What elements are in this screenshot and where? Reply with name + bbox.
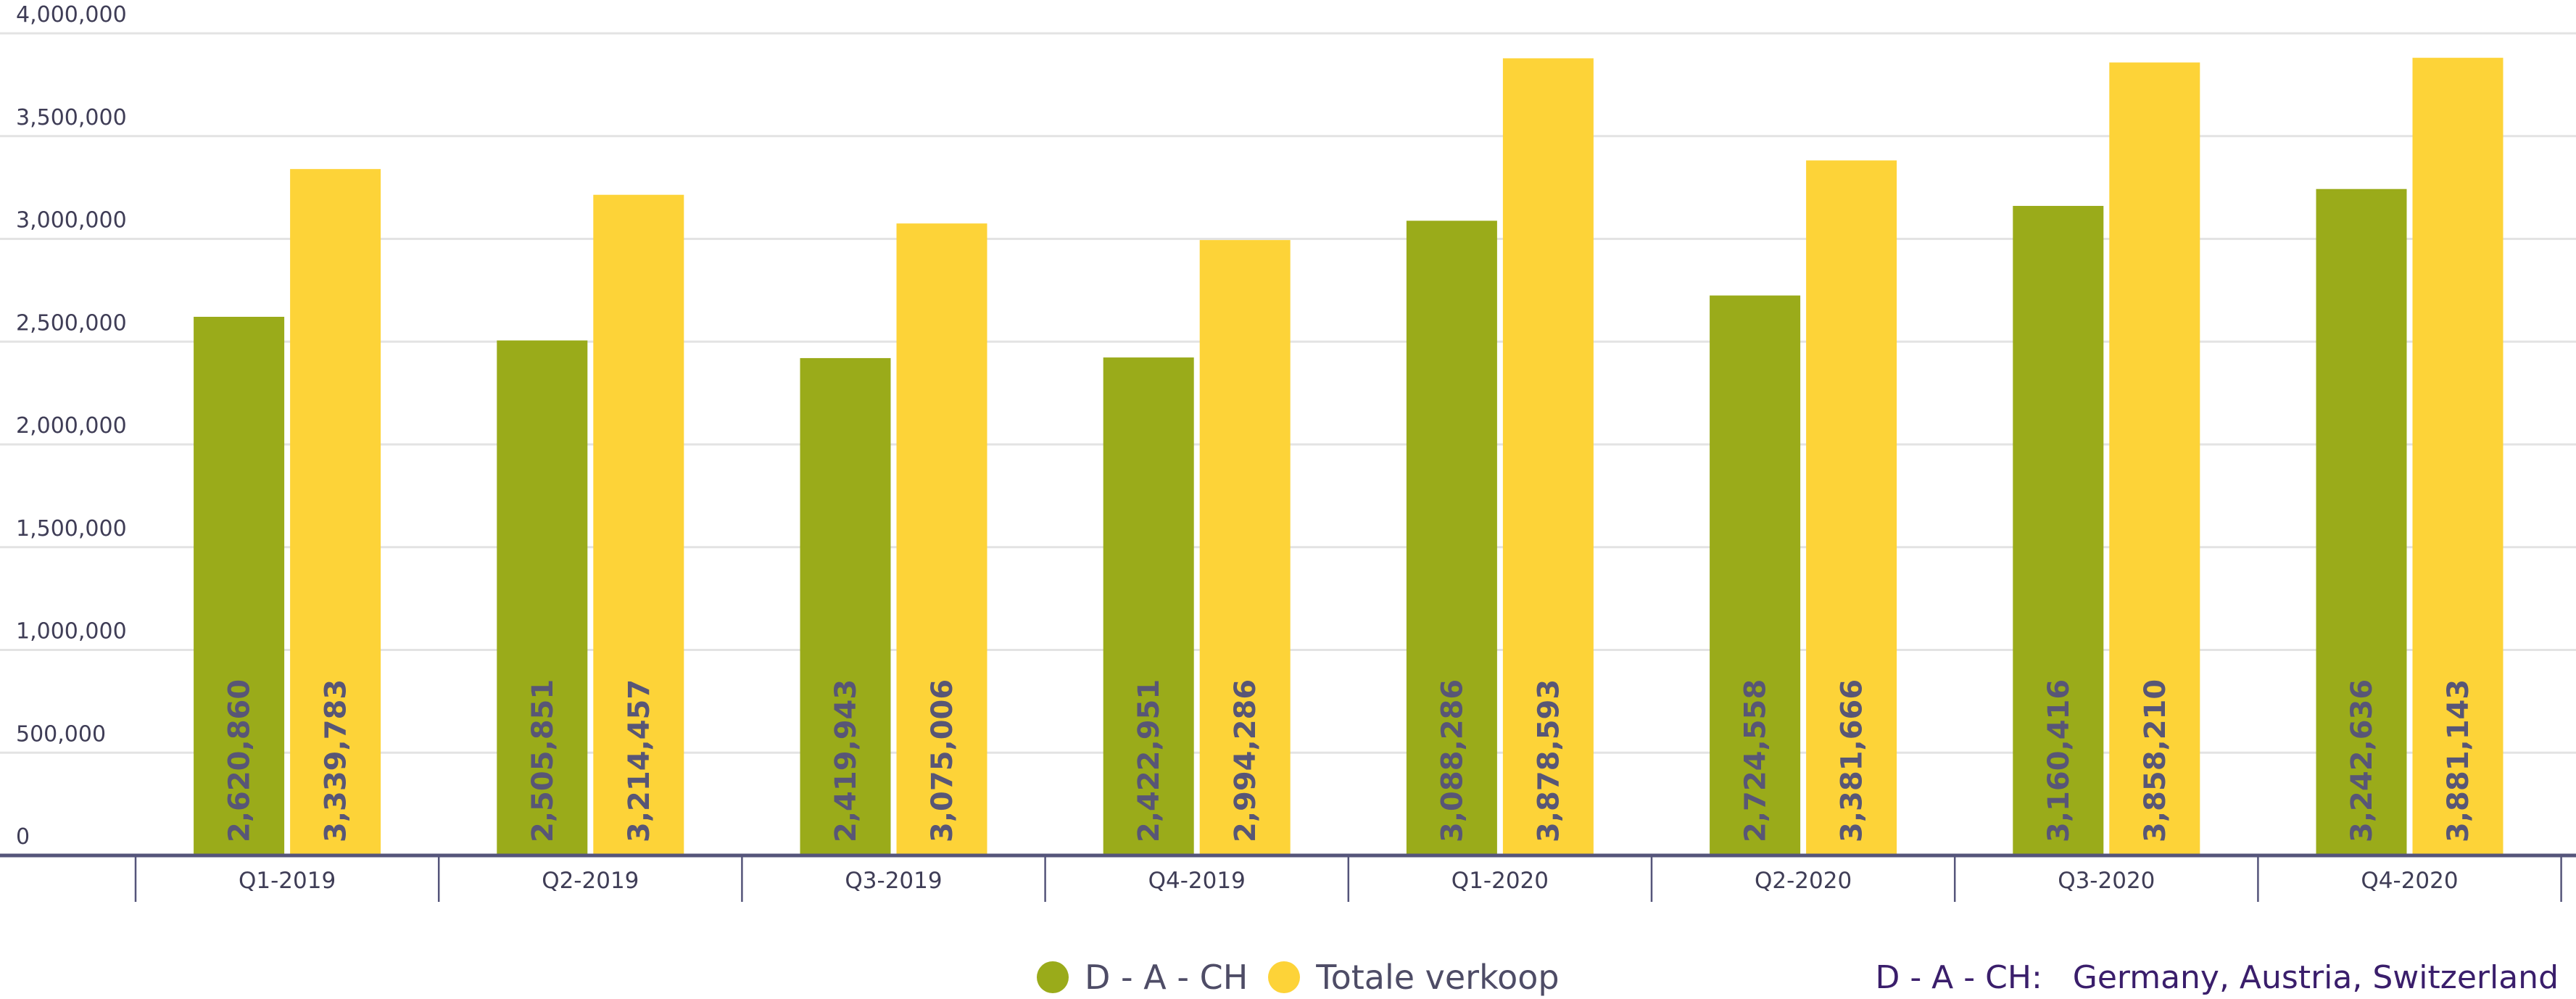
bar-dach[interactable] bbox=[2316, 188, 2407, 855]
bar-value-label: 2,620,860 bbox=[223, 679, 257, 842]
x-category-label: Q4-2019 bbox=[1148, 868, 1246, 894]
bar-totale-verkoop[interactable] bbox=[2412, 57, 2503, 856]
bar-value-label: 3,242,636 bbox=[2345, 679, 2379, 842]
bar-totale-verkoop[interactable] bbox=[593, 194, 684, 856]
bar-value-label: 2,724,558 bbox=[1739, 679, 1773, 842]
legend-item-dach[interactable]: D - A - CH bbox=[1037, 958, 1248, 997]
bar-dach[interactable] bbox=[2013, 206, 2104, 855]
bar-totale-verkoop[interactable] bbox=[1502, 58, 1594, 855]
bar-value-label: 2,994,286 bbox=[1229, 679, 1262, 842]
y-tick-label: 2,000,000 bbox=[16, 413, 127, 439]
bar-dach[interactable] bbox=[800, 357, 891, 855]
bar-dach[interactable] bbox=[1710, 295, 1801, 856]
legend-item-totale-verkoop[interactable]: Totale verkoop bbox=[1268, 958, 1560, 997]
x-category-label: Q3-2019 bbox=[845, 868, 942, 894]
legend-swatch-totale-verkoop bbox=[1268, 961, 1301, 993]
y-tick-label: 2,500,000 bbox=[16, 310, 127, 336]
y-tick-label: 3,500,000 bbox=[16, 105, 127, 130]
bar-dach[interactable] bbox=[194, 316, 285, 855]
bar-dach[interactable] bbox=[1406, 220, 1497, 855]
y-tick-label: 3,000,000 bbox=[16, 208, 127, 233]
y-tick-label: 500,000 bbox=[16, 721, 106, 747]
bar-value-label: 3,075,006 bbox=[926, 679, 959, 842]
x-category-label: Q2-2020 bbox=[1755, 868, 1852, 894]
region-footnote: D - A - CH: Germany, Austria, Switzerlan… bbox=[1875, 958, 2559, 996]
bar-totale-verkoop[interactable] bbox=[290, 169, 381, 856]
bar-totale-verkoop[interactable] bbox=[1806, 160, 1897, 856]
x-category-label: Q1-2019 bbox=[239, 868, 336, 894]
x-category-label: Q3-2020 bbox=[2058, 868, 2155, 894]
bar-value-label: 3,088,286 bbox=[1436, 679, 1469, 842]
legend-label-totale-verkoop: Totale verkoop bbox=[1316, 958, 1560, 997]
bar-value-label: 2,422,951 bbox=[1132, 679, 1166, 842]
bar-value-label: 3,858,210 bbox=[2139, 679, 2172, 842]
bar-value-label: 3,160,416 bbox=[2042, 679, 2076, 842]
bar-value-label: 2,505,851 bbox=[526, 679, 560, 842]
y-tick-label: 1,000,000 bbox=[16, 619, 127, 644]
x-category-label: Q2-2019 bbox=[542, 868, 639, 894]
bar-dach[interactable] bbox=[497, 340, 588, 855]
bar-value-label: 3,381,666 bbox=[1836, 679, 1869, 842]
y-tick-label: 4,000,000 bbox=[16, 2, 127, 28]
legend-swatch-dach bbox=[1037, 961, 1069, 993]
bar-value-label: 3,214,457 bbox=[623, 679, 656, 842]
x-category-label: Q1-2020 bbox=[1451, 868, 1549, 894]
bar-value-label: 2,419,943 bbox=[829, 679, 863, 842]
legend-label-dach: D - A - CH bbox=[1085, 958, 1248, 997]
bar-totale-verkoop[interactable] bbox=[896, 223, 987, 855]
x-category-label: Q4-2020 bbox=[2361, 868, 2458, 894]
bar-totale-verkoop[interactable] bbox=[1199, 240, 1291, 855]
bar-dach[interactable] bbox=[1103, 357, 1194, 855]
bar-value-label: 3,881,143 bbox=[2442, 679, 2475, 842]
chart-legend: D - A - CH Totale verkoop bbox=[1037, 956, 1580, 999]
y-tick-label: 1,500,000 bbox=[16, 516, 127, 542]
y-tick-label: 0 bbox=[16, 824, 30, 850]
bar-value-label: 3,878,593 bbox=[1532, 679, 1565, 842]
bar-value-label: 3,339,783 bbox=[320, 679, 353, 842]
bar-totale-verkoop[interactable] bbox=[2109, 62, 2200, 855]
